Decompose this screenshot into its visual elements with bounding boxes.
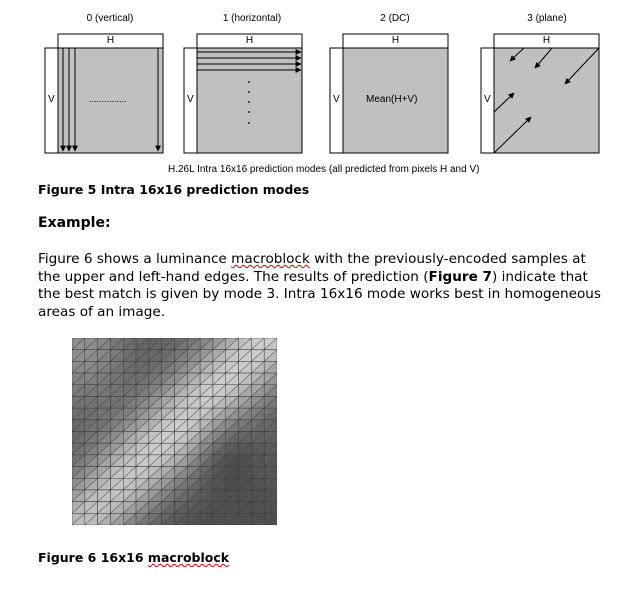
body-paragraph: Figure 6 shows a luminance macroblock wi… xyxy=(38,251,608,321)
example-heading: Example: xyxy=(38,215,111,231)
mode-2-block xyxy=(329,33,449,154)
mode-0-block xyxy=(44,33,164,154)
macroblock-image xyxy=(72,338,277,525)
para-part-1: Figure 6 shows a luminance xyxy=(38,251,232,267)
mode-2-h-label: H xyxy=(391,35,400,46)
mode-2-title: 2 (DC) xyxy=(380,13,410,24)
mode-1-block xyxy=(183,33,303,154)
mode-3-title: 3 (plane) xyxy=(527,13,567,24)
mode-2-mean-label: Mean(H+V) xyxy=(366,94,418,105)
mode-0-title: 0 (vertical) xyxy=(86,13,134,24)
mode-3-h-label: H xyxy=(542,35,551,46)
diagram-caption: H.26L Intra 16x16 prediction modes (all … xyxy=(168,164,480,175)
para-part-2: with the previously-encoded samples at t… xyxy=(38,251,586,285)
mode-2-v-label: V xyxy=(333,94,340,105)
para-part-3: ) indicate that the best match is given … xyxy=(38,268,601,320)
mode-3-v-label: V xyxy=(484,94,491,105)
mode-0-dots: ............... xyxy=(89,94,127,104)
mode-1-v-label: V xyxy=(187,94,194,105)
mode-0-v-label: V xyxy=(48,94,55,105)
mode-3-block xyxy=(480,33,600,154)
macroblock-facet xyxy=(263,512,277,525)
figure-6-caption-prefix: Figure 6 16x16 xyxy=(38,550,148,565)
mode-0-h-label: H xyxy=(106,35,115,46)
mode-1-title: 1 (horizontal) xyxy=(222,13,282,24)
prediction-modes-diagram xyxy=(44,33,600,154)
figure-5-caption: Figure 5 Intra 16x16 prediction modes xyxy=(38,182,310,197)
spellcheck-word-caption-macroblock: macroblock xyxy=(147,550,230,565)
figure-6-caption: Figure 6 16x16 macroblock xyxy=(38,550,229,565)
figure-7-reference: Figure 7 xyxy=(428,268,492,285)
spellcheck-word-macroblock: macroblock xyxy=(231,251,310,267)
mode-1-h-label: H xyxy=(245,35,254,46)
